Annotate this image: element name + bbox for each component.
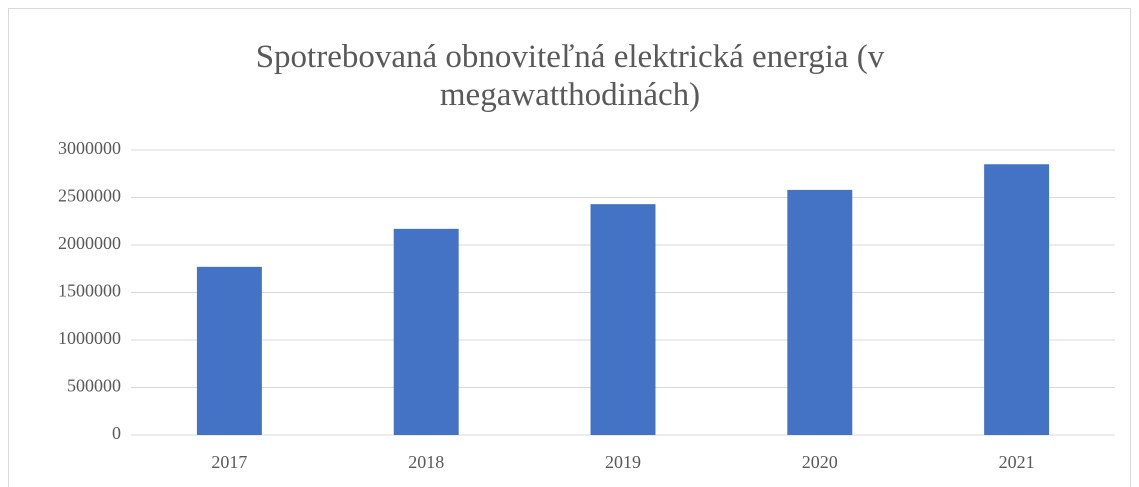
chart-frame (8, 8, 1131, 487)
x-tick-label: 2021 (999, 452, 1035, 472)
y-tick-label: 0 (112, 423, 121, 443)
y-tick-label: 3000000 (58, 138, 121, 158)
x-tick-label: 2017 (211, 452, 247, 472)
y-tick-label: 2500000 (58, 186, 121, 206)
x-tick-label: 2019 (605, 452, 641, 472)
bar (393, 228, 459, 435)
y-tick-label: 2000000 (58, 233, 121, 253)
x-tick-label: 2018 (408, 452, 444, 472)
bar (984, 164, 1050, 435)
bar (590, 204, 656, 435)
y-tick-label: 500000 (67, 376, 121, 396)
bar (196, 266, 262, 435)
chart-title: Spotrebovaná obnoviteľná elektrická ener… (255, 39, 885, 113)
y-tick-label: 1500000 (58, 281, 121, 301)
x-tick-label: 2020 (802, 452, 838, 472)
bar (787, 189, 853, 435)
y-tick-label: 1000000 (58, 328, 121, 348)
